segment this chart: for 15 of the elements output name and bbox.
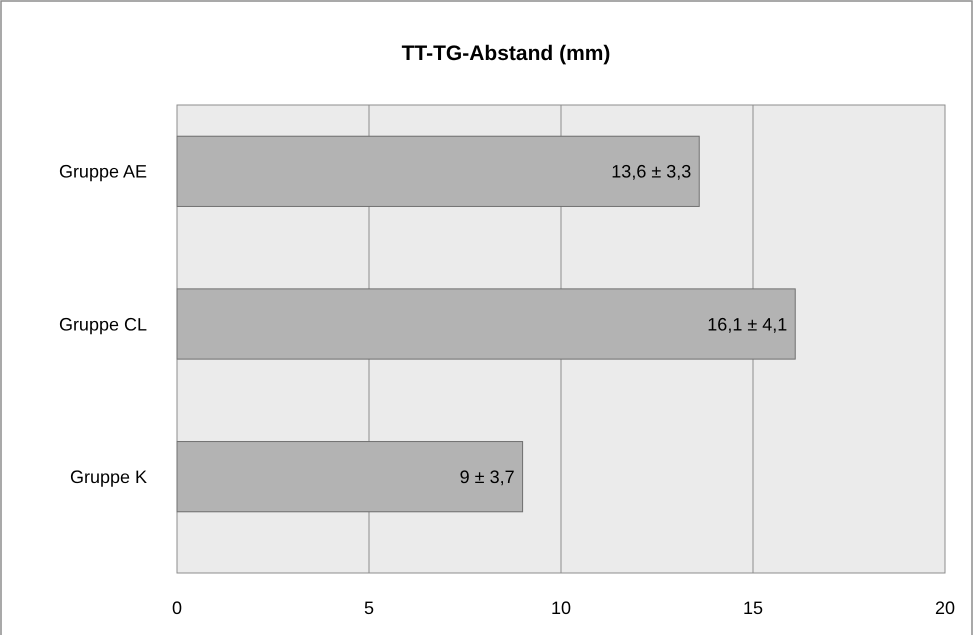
x-tick-label: 15: [742, 598, 764, 618]
y-tick-label: Gruppe CL: [58, 314, 147, 334]
data-label: 13,6 ± 3,3: [611, 162, 692, 182]
bar: [176, 441, 524, 512]
x-tick-label: 0: [172, 598, 182, 618]
x-tick-label: 20: [934, 598, 956, 618]
x-tick-label: 10: [550, 598, 572, 618]
data-label: 9 ± 3,7: [460, 466, 515, 487]
bar: [176, 288, 796, 360]
y-tick-label: Gruppe AE: [58, 162, 147, 182]
x-tick-label: 5: [364, 598, 374, 618]
data-label: 16,1 ± 4,1: [707, 314, 788, 334]
y-tick-label: Gruppe K: [70, 466, 147, 487]
chart-title: TT-TG-Abstand (mm): [402, 42, 610, 65]
bar: [176, 136, 700, 207]
